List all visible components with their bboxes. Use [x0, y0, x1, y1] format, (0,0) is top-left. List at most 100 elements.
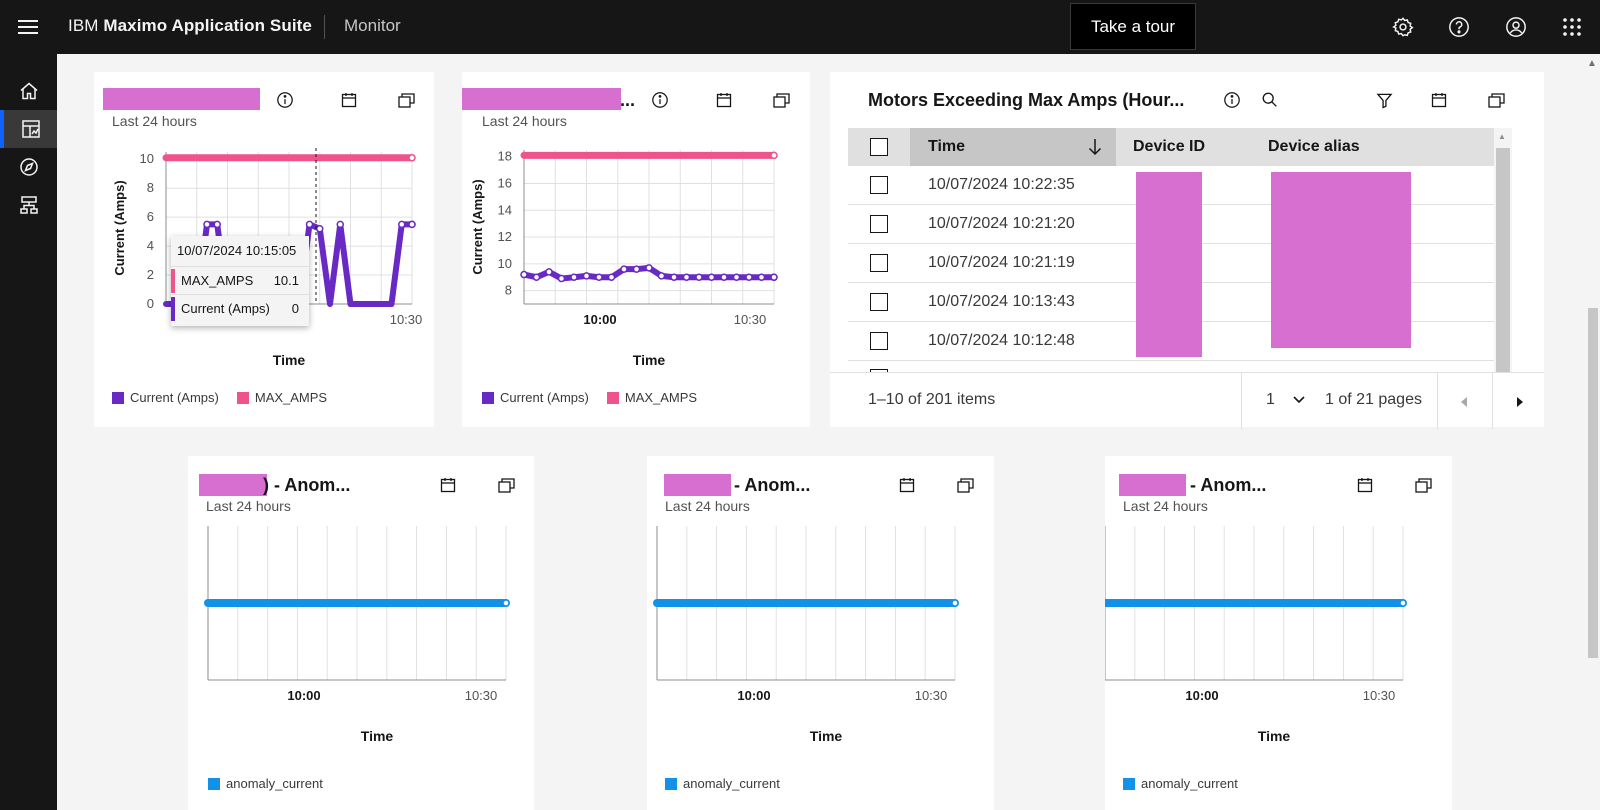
legend-item-anomaly-current[interactable]: anomaly_current: [208, 776, 323, 791]
take-a-tour-button[interactable]: Take a tour: [1070, 3, 1196, 50]
expand-icon[interactable]: [394, 88, 418, 112]
user-profile-icon[interactable]: [1501, 12, 1531, 42]
data-point: [757, 273, 766, 281]
row-checkbox[interactable]: [870, 369, 888, 372]
legend-label: anomaly_current: [683, 776, 780, 791]
compass-icon: [19, 158, 38, 176]
anomaly-chart-card-3: - Anom... Last 24 hours 10:00 10:30 Time a…: [1105, 456, 1452, 810]
pagination-items-text: 1–10 of 201 items: [868, 391, 996, 408]
hamburger-menu-icon[interactable]: [12, 11, 44, 43]
legend-item-max-amps[interactable]: MAX_AMPS: [236, 390, 327, 405]
x-axis-title: Time: [633, 352, 666, 368]
time-range-subtitle: Last 24 hours: [206, 498, 291, 514]
redacted-device-aliases: [1271, 172, 1411, 348]
redacted-device-ids: [1136, 172, 1202, 357]
next-page-icon[interactable]: [1516, 394, 1524, 412]
scroll-up-icon[interactable]: ▲: [1498, 132, 1506, 141]
column-header-device-id[interactable]: Device ID: [1133, 138, 1206, 155]
calendar-icon[interactable]: [895, 473, 919, 497]
calendar-icon[interactable]: [337, 88, 361, 112]
filter-icon[interactable]: [1372, 88, 1396, 112]
data-point: [213, 220, 221, 229]
expand-icon[interactable]: [953, 473, 977, 497]
page-select-value: 1: [1266, 391, 1275, 408]
series-end-point: [408, 154, 416, 162]
settings-gear-icon[interactable]: [1388, 12, 1418, 42]
cell-time: 10/07/2024 10:21:20: [928, 215, 1075, 232]
x-axis-title: Time: [810, 728, 843, 744]
y-tick-label: 16: [498, 175, 512, 190]
chart-legend: anomaly_current: [1123, 776, 1250, 791]
row-checkbox[interactable]: [870, 254, 888, 272]
legend-item-current[interactable]: Current (Amps): [482, 390, 589, 405]
table-row-partial[interactable]: [848, 361, 1494, 372]
legend-swatch: [482, 391, 494, 404]
table-row[interactable]: 10/07/2024 10:12:48: [848, 322, 1494, 361]
expand-icon[interactable]: [494, 473, 518, 497]
series-end-point: [502, 599, 510, 607]
column-header-device-alias[interactable]: Device alias: [1268, 138, 1360, 155]
sort-descending-icon[interactable]: [1088, 138, 1102, 161]
y-axis-title: Current (Amps): [112, 180, 127, 275]
time-range-subtitle: Last 24 hours: [112, 113, 197, 129]
expand-icon[interactable]: [769, 88, 793, 112]
series-end-point: [770, 151, 778, 160]
data-point: [607, 273, 616, 281]
data-point: [632, 265, 641, 273]
legend-item-current[interactable]: Current (Amps): [112, 390, 219, 405]
app-switcher-grid-icon[interactable]: [1557, 12, 1587, 42]
legend-item-anomaly-current[interactable]: anomaly_current: [665, 776, 780, 791]
data-point: [707, 273, 716, 281]
motors-table-card: Motors Exceeding Max Amps (Hour... Time …: [830, 72, 1544, 429]
row-checkbox[interactable]: [870, 332, 888, 350]
info-icon[interactable]: [1220, 88, 1244, 112]
page-select[interactable]: 1: [1266, 391, 1305, 409]
chart-tooltip: 10/07/2024 10:15:05 MAX_AMPS 10.1 Curren…: [171, 236, 309, 326]
data-point: [582, 272, 591, 280]
calendar-icon[interactable]: [1353, 473, 1377, 497]
tooltip-row-max-amps: MAX_AMPS 10.1: [171, 266, 309, 294]
y-axis-title: Current (Amps): [470, 179, 485, 274]
expand-icon[interactable]: [1411, 473, 1435, 497]
calendar-icon[interactable]: [1427, 88, 1451, 112]
time-range-subtitle: Last 24 hours: [482, 113, 567, 129]
select-all-checkbox[interactable]: [870, 138, 888, 156]
pagination-pages-text: 1 of 21 pages: [1325, 391, 1422, 408]
page-scrollbar[interactable]: ▲: [1584, 54, 1600, 810]
tooltip-swatch: [171, 269, 175, 293]
info-icon[interactable]: [648, 88, 672, 112]
product-name[interactable]: IBM Maximo Application Suite: [68, 16, 312, 36]
current-chart-card-2: ... Last 24 hours 8 10 12 14 16 18 10:00 10:30 T…: [462, 72, 810, 427]
nav-home[interactable]: [0, 72, 57, 110]
page-scrollbar-thumb[interactable]: [1588, 308, 1598, 658]
column-header-time[interactable]: Time: [928, 138, 966, 155]
chart-legend: anomaly_current: [665, 776, 792, 791]
expand-icon[interactable]: [1484, 88, 1508, 112]
row-checkbox[interactable]: [870, 176, 888, 194]
legend-item-anomaly-current[interactable]: anomaly_current: [1123, 776, 1238, 791]
row-checkbox[interactable]: [870, 215, 888, 233]
x-tick-label: 10:30: [1363, 688, 1396, 703]
calendar-icon[interactable]: [712, 88, 736, 112]
nav-explore[interactable]: [0, 148, 57, 186]
scroll-up-icon[interactable]: ▲: [1587, 58, 1597, 69]
info-icon[interactable]: [273, 88, 297, 112]
table-header: Time Device ID Device alias: [848, 128, 1508, 166]
nav-dashboards[interactable]: [0, 110, 57, 148]
previous-page-icon[interactable]: [1460, 394, 1468, 412]
calendar-icon[interactable]: [436, 473, 460, 497]
table-scrollbar[interactable]: ▲: [1494, 128, 1512, 372]
series-end-point: [951, 599, 959, 607]
nav-hierarchy[interactable]: [0, 186, 57, 224]
x-tick-label: 10:00: [1185, 688, 1218, 703]
data-point: [305, 220, 314, 229]
table-scrollbar-thumb[interactable]: [1496, 148, 1510, 372]
search-icon[interactable]: [1258, 88, 1282, 112]
legend-item-max-amps[interactable]: MAX_AMPS: [606, 390, 697, 405]
data-point: [720, 273, 728, 281]
row-checkbox[interactable]: [870, 293, 888, 311]
data-point: [682, 273, 691, 281]
legend-swatch: [208, 777, 220, 790]
x-tick-label: 10:30: [465, 688, 498, 703]
help-icon[interactable]: [1444, 12, 1474, 42]
